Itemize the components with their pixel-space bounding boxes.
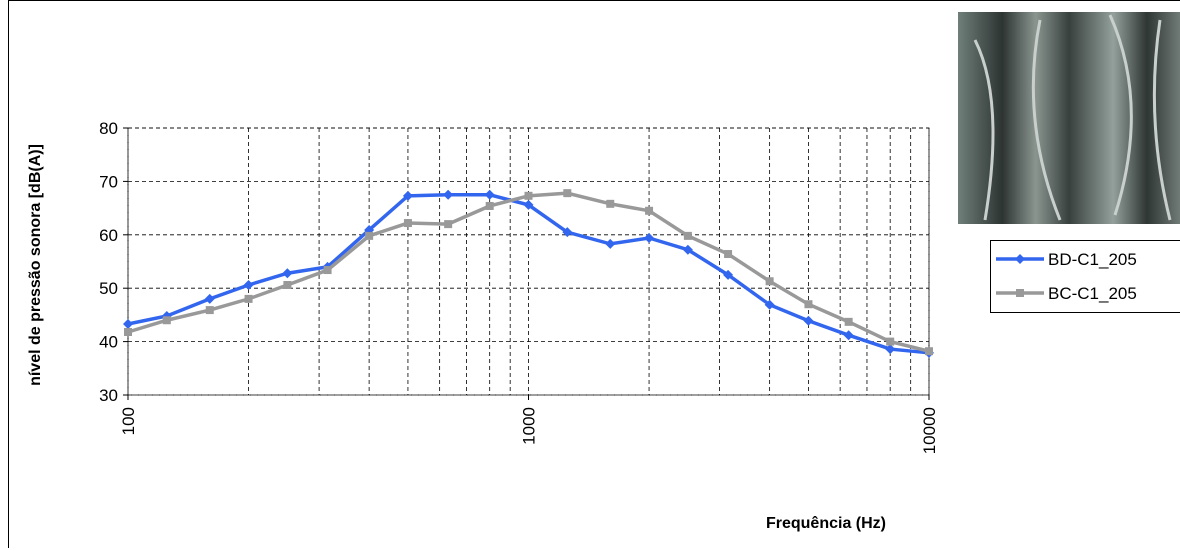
point — [803, 316, 813, 326]
y-tick-label: 40 — [99, 333, 118, 352]
point — [324, 266, 332, 274]
point — [766, 277, 774, 285]
legend-marker — [1016, 289, 1024, 297]
point — [644, 233, 654, 243]
x-tick-label: 100 — [119, 407, 138, 435]
point — [684, 232, 692, 240]
point — [606, 200, 614, 208]
point — [845, 318, 853, 326]
point — [886, 338, 894, 346]
point — [244, 280, 254, 290]
point — [444, 220, 452, 228]
point — [205, 294, 215, 304]
point — [485, 190, 495, 200]
point — [404, 219, 412, 227]
point — [844, 330, 854, 340]
point — [645, 207, 653, 215]
legend-label: BC-C1_205 — [1048, 284, 1137, 303]
point — [605, 239, 615, 249]
legend-label: BD-C1_205 — [1048, 250, 1137, 269]
point — [925, 347, 933, 355]
point — [724, 250, 732, 258]
y-tick-label: 30 — [99, 386, 118, 405]
series-line — [128, 195, 929, 353]
y-tick-label: 50 — [99, 279, 118, 298]
point — [525, 192, 533, 200]
y-axis-title: nível de pressão sonora [dB(A)] — [27, 144, 44, 386]
x-tick-label: 1000 — [520, 407, 539, 445]
x-tick-label: 10000 — [920, 407, 939, 454]
point — [365, 232, 373, 240]
y-tick-label: 80 — [99, 119, 118, 138]
plot-area: 30 40 50 60 70 80 100 1000 10000 — [99, 119, 939, 454]
point — [283, 281, 291, 289]
point — [282, 268, 292, 278]
x-axis-title: Frequência (Hz) — [766, 515, 886, 532]
point — [123, 319, 133, 329]
point — [443, 190, 453, 200]
point — [563, 189, 571, 197]
y-tick-label: 70 — [99, 172, 118, 191]
point — [124, 328, 132, 336]
point — [486, 202, 494, 210]
point — [206, 306, 214, 314]
y-tick-label: 60 — [99, 226, 118, 245]
point — [804, 300, 812, 308]
point — [245, 295, 253, 303]
point — [163, 316, 171, 324]
